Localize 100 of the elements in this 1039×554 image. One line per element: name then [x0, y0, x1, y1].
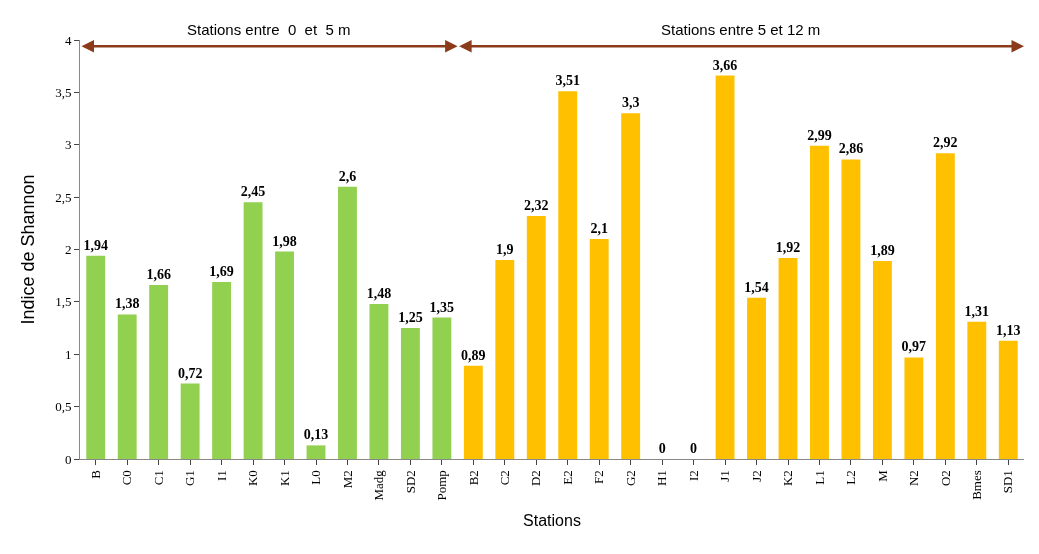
- x-tick-label: K0: [245, 470, 261, 487]
- text: Stations entre 5 et 12 m: [661, 21, 821, 38]
- data-label: 2,32: [524, 197, 549, 213]
- y-tick-label: 0,5: [55, 399, 72, 415]
- bar: [432, 317, 452, 459]
- bar: [463, 365, 483, 459]
- y-tick-label: 0: [64, 451, 72, 467]
- x-tick-label: Bmes: [969, 470, 985, 500]
- data-label: 0,97: [901, 339, 927, 355]
- data-label: 1,98: [272, 233, 297, 249]
- bar: [275, 251, 294, 459]
- x-tick-label: C2: [497, 470, 513, 486]
- x-tick-label: L1: [811, 470, 827, 485]
- x-tick-label: G2: [622, 470, 638, 487]
- bar: [715, 75, 735, 459]
- y-tick-label: 1: [64, 346, 72, 362]
- x-tick-label: L2: [843, 470, 859, 485]
- data-label: 1,69: [209, 263, 234, 279]
- x-tick-label: M: [874, 469, 890, 482]
- x-tick-label: L0: [308, 470, 324, 485]
- data-label: 1,94: [83, 237, 108, 253]
- x-tick-label: C0: [119, 470, 135, 486]
- data-label: 2,92: [933, 135, 958, 151]
- data-label: 1,48: [366, 285, 392, 301]
- bar: [904, 357, 924, 459]
- y-tick-label: 3,5: [55, 84, 72, 100]
- bar: [306, 445, 326, 459]
- bar: [180, 383, 200, 459]
- data-label: 3,51: [555, 73, 580, 89]
- bar: [558, 91, 578, 459]
- bar: [872, 261, 892, 459]
- bar: [935, 153, 955, 459]
- data-label: 2,45: [240, 184, 266, 200]
- x-tick-label: N2: [906, 470, 922, 487]
- data-label: 3,66: [712, 57, 738, 73]
- y-tick-label: 2,5: [55, 189, 72, 205]
- data-label: 0,89: [461, 347, 486, 363]
- bar: [117, 314, 137, 459]
- data-label: 1,54: [744, 279, 769, 295]
- x-tick-label: J2: [748, 470, 764, 482]
- data-label: 1,9: [496, 241, 514, 257]
- data-label: 1,38: [114, 296, 140, 312]
- x-tick-label: G1: [182, 470, 198, 487]
- data-label: 3,3: [621, 95, 640, 111]
- bar: [747, 297, 766, 459]
- y-tick-label: 1,5: [55, 294, 72, 310]
- bar: [778, 257, 798, 459]
- data-label: 0,13: [303, 427, 329, 443]
- data-label: 0: [658, 441, 666, 456]
- data-label: 1,92: [775, 239, 801, 255]
- bar: [243, 202, 263, 459]
- data-label: 2,6: [338, 168, 357, 184]
- x-tick-label: I1: [213, 470, 229, 482]
- y-tick-label: 4: [64, 32, 72, 48]
- x-tick-label: C1: [150, 470, 166, 486]
- data-label: 2,86: [838, 141, 864, 157]
- x-tick-label: SD2: [402, 470, 418, 494]
- bar: [589, 239, 609, 459]
- x-tick-label: Madg: [371, 469, 387, 501]
- bar: [212, 281, 232, 459]
- y-tick-label: 2: [64, 242, 72, 258]
- data-label: 0: [690, 441, 698, 456]
- data-label: 1,31: [964, 303, 990, 319]
- data-label: 1,13: [996, 322, 1021, 338]
- bar: [86, 255, 106, 459]
- x-tick-label: B2: [465, 470, 481, 486]
- bar: [149, 285, 169, 459]
- x-tick-label: SD1: [1000, 470, 1016, 494]
- data-label: 1,35: [429, 299, 455, 315]
- bar: [400, 328, 420, 459]
- data-label: 1,25: [398, 310, 423, 326]
- x-tick-label: K2: [780, 470, 796, 487]
- data-label: 2,99: [807, 127, 832, 143]
- data-label: 0,72: [177, 365, 203, 381]
- bar: [841, 159, 861, 459]
- bar: [810, 145, 829, 459]
- x-tick-label: J1: [717, 470, 733, 482]
- x-tick-label: I2: [685, 470, 701, 482]
- x-tick-label: B: [87, 469, 103, 479]
- data-label: 2,1: [590, 221, 608, 237]
- x-tick-label: E2: [559, 470, 575, 485]
- data-label: 1,89: [870, 243, 895, 259]
- x-tick-label: K1: [276, 470, 292, 487]
- x-axis-title: Stations: [523, 512, 581, 530]
- x-tick-label: O2: [937, 470, 953, 487]
- x-tick-label: M2: [339, 470, 355, 489]
- bar: [998, 340, 1018, 459]
- x-tick-label: D2: [528, 470, 544, 487]
- bar: [621, 113, 641, 459]
- y-tick-label: 3: [64, 137, 72, 153]
- bar: [495, 259, 515, 459]
- y-axis-title: Indice de Shannon: [18, 174, 39, 325]
- text: Stations entre 0 et 5 m: [187, 21, 351, 38]
- bar: [967, 321, 987, 459]
- bar: [338, 186, 357, 459]
- x-tick-label: F2: [591, 470, 607, 484]
- data-label: 1,66: [146, 267, 171, 283]
- x-tick-label: Pomp: [434, 470, 450, 501]
- bar: [526, 215, 546, 459]
- bar: [369, 303, 389, 459]
